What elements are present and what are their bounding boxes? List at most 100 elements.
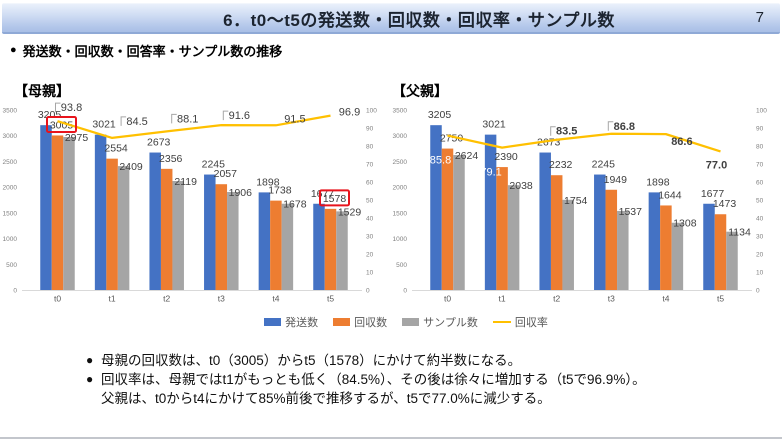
y-axis-right-tick: 40	[756, 216, 764, 223]
bar-label-回収数: 2390	[494, 151, 518, 163]
label-leader-line	[607, 121, 614, 131]
note-text: 回収率は、母親ではt1がもっとも低く（84.5%）、その後は徐々に増加する（t5…	[101, 372, 646, 387]
bar-発送数-t1	[94, 134, 107, 290]
bar-発送数-t2	[539, 152, 551, 290]
legend-item-dispatch: 発送数	[264, 314, 318, 330]
bar-label-サンプル数: 2409	[119, 161, 143, 173]
rate-label: 91.6	[229, 110, 250, 122]
bar-label-発送数: 3021	[92, 119, 116, 131]
highlight-box	[319, 189, 350, 207]
bar-発送数-t1	[484, 134, 497, 290]
rate-label: 86.8	[614, 121, 635, 133]
bar-サンプル数-t3	[617, 210, 629, 290]
x-axis-label: t2	[553, 294, 560, 304]
bar-label-回収数: 2554	[104, 143, 128, 155]
mother-chart: 0 500 1000 1500 2000 2500 3000 3500 0 10 20 30 40 50 6…	[3, 102, 378, 304]
bar-label-発送数: 3205	[428, 109, 452, 121]
y-axis-right-tick: 70	[756, 162, 764, 169]
bar-サンプル数-t0	[453, 155, 465, 290]
x-axis-label: t1	[499, 294, 506, 304]
bar-発送数-t5	[313, 203, 325, 290]
y-axis-left-tick: 1500	[393, 210, 408, 217]
rate-label: 85.8	[430, 155, 451, 167]
legend-item-sample: サンプル数	[402, 314, 478, 330]
bar-回収数-t4	[270, 200, 282, 290]
x-axis-label: t4	[272, 294, 279, 304]
y-axis-left-tick: 3500	[3, 108, 18, 115]
note-line: 父親は、t0からt4にかけて85%前後で推移するが、t5で77.0%に減少する。	[86, 389, 646, 408]
bar-発送数-t0	[40, 125, 52, 290]
label-leader-line	[55, 102, 61, 113]
x-axis-label: t1	[109, 294, 116, 304]
x-axis-label: t3	[218, 294, 225, 304]
x-axis-label: t4	[662, 294, 669, 304]
chart-legend: 発送数 回収数 サンプル数 回収率	[30, 314, 782, 330]
bar-回収数-t0	[51, 135, 64, 290]
rate-label: 91.5	[284, 113, 305, 125]
rate-line-swatch-icon	[492, 320, 511, 324]
y-axis-right-tick: 60	[366, 180, 374, 187]
x-axis-label: t5	[717, 294, 724, 304]
y-axis-left-tick: 1000	[393, 236, 408, 243]
legend-label: 回収数	[354, 317, 388, 329]
rate-label: 84.5	[126, 116, 147, 128]
bar-サンプル数-t4	[281, 203, 294, 290]
x-axis-label: t3	[608, 294, 615, 304]
bar-発送数-t4	[258, 192, 271, 290]
bar-回収数-t3	[605, 189, 618, 290]
bar-label-サンプル数: 1308	[673, 218, 697, 230]
rate-label: 86.6	[671, 136, 692, 148]
y-axis-left-tick: 0	[403, 288, 407, 295]
bar-label-発送数: 2673	[147, 137, 171, 149]
bar-label-発送数: 1898	[256, 176, 280, 188]
label-leader-line	[550, 126, 556, 136]
bar-サンプル数-t2	[562, 199, 574, 290]
bar-サンプル数-t5	[336, 211, 348, 290]
bar-label-サンプル数: 2975	[65, 132, 89, 144]
rate-label: 96.9	[339, 107, 360, 119]
bar-label-発送数: 1677	[701, 188, 725, 200]
bar-label-発送数: 1898	[646, 176, 670, 188]
y-axis-right-tick: 10	[756, 270, 764, 277]
y-axis-right-tick: 100	[756, 108, 767, 115]
chart-title-mother: 【母親】	[14, 83, 70, 99]
rate-label: 79.1	[480, 167, 501, 179]
bar-発送数-t2	[149, 152, 161, 290]
bar-label-サンプル数: 1529	[338, 206, 362, 218]
x-axis-label: t0	[54, 294, 61, 304]
y-axis-right-tick: 30	[756, 234, 764, 241]
y-axis-left-tick: 2000	[393, 185, 408, 192]
bar-回収数-t0	[441, 148, 454, 290]
slide-title: 6．t0～t5の発送数・回収数・回収率・サンプル数	[223, 10, 615, 30]
y-axis-right-tick: 60	[756, 180, 764, 187]
legend-label: サンプル数	[423, 317, 478, 329]
highlight-box	[46, 115, 77, 133]
x-axis-label: t5	[327, 294, 334, 304]
bar-label-サンプル数: 1134	[728, 227, 751, 239]
bar-サンプル数-t5	[726, 231, 738, 290]
bar-label-回収数: 2057	[214, 168, 238, 180]
bullet-icon: ●	[86, 372, 94, 386]
rate-line	[57, 114, 331, 140]
note-text: 父親は、t0からt4にかけて85%前後で推移するが、t5で77.0%に減少する。	[101, 391, 551, 406]
y-axis-right-tick: 90	[366, 126, 374, 133]
legend-item-rate: 回収率	[492, 314, 548, 330]
bar-label-回収数: 1738	[268, 185, 292, 197]
bar-サンプル数-t1	[507, 185, 520, 290]
note-line: ● 母親の回収数は、t0（3005）からt5（1578）にかけて約半数になる。	[86, 351, 646, 370]
dispatch-swatch-icon	[264, 318, 282, 326]
bar-サンプル数-t2	[172, 181, 184, 290]
bar-label-回収数: 1473	[713, 198, 737, 210]
bar-回収数-t5	[714, 214, 727, 290]
section-heading-text: 発送数・回収数・回答率・サンプル数の推移	[22, 44, 283, 59]
section-heading: ● 発送数・回収数・回答率・サンプル数の推移	[10, 41, 282, 60]
slide-bottom-border	[0, 437, 782, 439]
bar-label-サンプル数: 2119	[174, 176, 197, 188]
bar-回収数-t2	[160, 168, 173, 290]
y-axis-right-tick: 0	[366, 288, 370, 295]
y-axis-right-tick: 20	[756, 252, 764, 259]
bar-サンプル数-t0	[63, 137, 75, 290]
y-axis-right-tick: 80	[366, 144, 374, 151]
y-axis-left-tick: 2500	[3, 159, 18, 166]
notes-block: ● 母親の回収数は、t0（3005）からt5（1578）にかけて約半数になる。 …	[86, 351, 646, 408]
